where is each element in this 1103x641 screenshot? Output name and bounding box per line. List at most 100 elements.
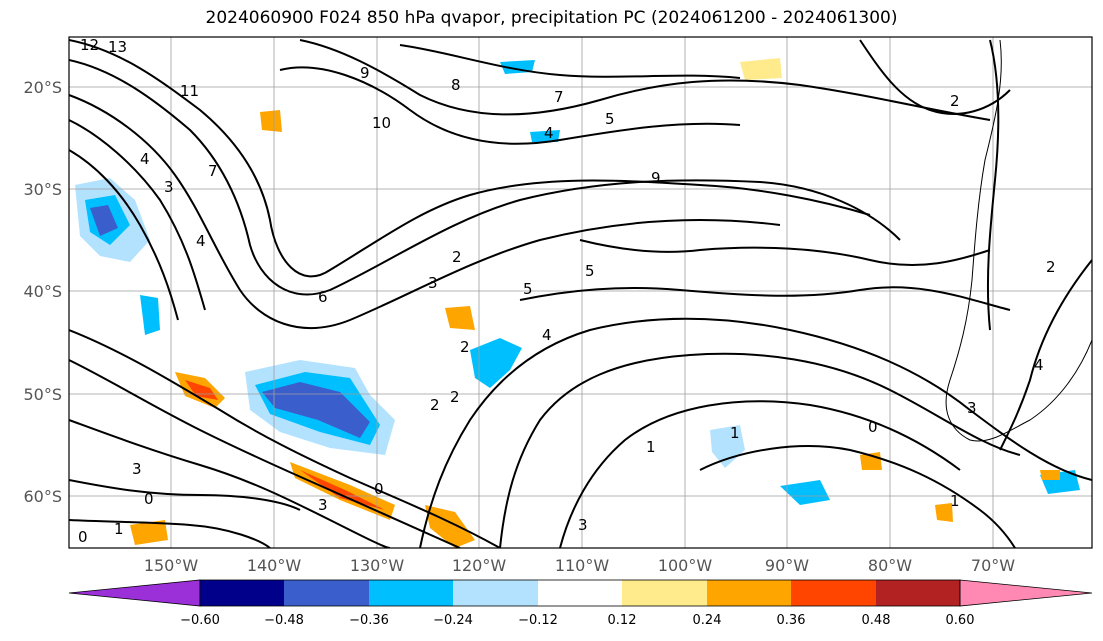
contour-line: [69, 94, 781, 329]
colorbar-segment: [284, 580, 369, 606]
contour-line: [69, 329, 501, 548]
contour-line: [69, 59, 901, 296]
contour-line: [559, 400, 961, 548]
contour-label: 1: [950, 492, 960, 510]
contour-line: [579, 239, 991, 266]
contour-line: [986, 39, 1000, 331]
contour-label: 2: [1046, 258, 1056, 276]
lon-tick-label: 100°W: [658, 556, 713, 575]
contour-label: 3: [967, 399, 977, 417]
lon-tick-label: 150°W: [144, 556, 199, 575]
contour-label: 9: [651, 169, 661, 187]
contour-line: [69, 149, 179, 321]
lat-tick-label: 50°S: [23, 385, 62, 404]
contour-line: [999, 259, 1092, 451]
map-background: [69, 37, 1092, 548]
colorbar-tick-label: −0.48: [264, 613, 304, 628]
colorbar-tick-label: 0.48: [862, 613, 891, 628]
precip-negative-area: [530, 130, 560, 142]
contour-label: 2: [430, 396, 440, 414]
contour-line: [399, 44, 741, 79]
precip-negative-area: [262, 382, 370, 438]
colorbar-tick-label: 0.24: [693, 613, 722, 628]
contour-label: 11: [180, 82, 199, 100]
precip-negative-area: [710, 425, 745, 468]
contour-line: [279, 66, 741, 145]
contour-line: [69, 119, 206, 311]
colorbar-tick-label: −0.12: [518, 613, 558, 628]
contour-label: 2: [460, 338, 470, 356]
contour-label: 1: [114, 520, 124, 538]
contour-line: [699, 445, 1016, 548]
contour-label: 7: [208, 162, 218, 180]
contour-line: [69, 419, 391, 548]
contour-label: 4: [1034, 356, 1044, 374]
lat-tick-label: 30°S: [23, 180, 62, 199]
contour-line: [69, 359, 461, 548]
contour-label: 5: [523, 280, 533, 298]
map-panel: 12 13 11 9 10 8 7 5 4 9 7 4 3 4 6 3 2 5 …: [69, 36, 1092, 548]
contour-label: 1: [646, 438, 656, 456]
colorbar-segment: [200, 580, 284, 606]
contour-label: 12: [80, 36, 99, 54]
precip-positive-area: [935, 503, 953, 522]
colorbar-extend-low: [68, 579, 201, 607]
contour-label: 4: [542, 326, 552, 344]
contour-label: 1: [730, 424, 740, 442]
colorbar-tick-label: −0.24: [433, 613, 473, 628]
contour-label: 0: [144, 490, 154, 508]
contour-line: [859, 39, 1011, 115]
colorbar-segment: [791, 580, 876, 606]
contour-line: [419, 317, 1092, 548]
precip-positive-area: [260, 110, 282, 132]
map-title: 2024060900 F024 850 hPa qvapor, precipit…: [205, 8, 898, 28]
contour-label: 2: [450, 388, 460, 406]
lat-tick-label: 40°S: [23, 282, 62, 301]
colorbar-segment: [369, 580, 453, 606]
coastline: [945, 39, 1092, 442]
precip-positive-area: [445, 306, 475, 330]
colorbar-segment: [538, 580, 622, 606]
contour-label: 4: [140, 150, 150, 168]
colorbar-extend-high: [959, 579, 1093, 607]
lat-tick-label: 20°S: [23, 78, 62, 97]
precip-positive-area: [300, 470, 385, 510]
contour-line: [499, 352, 1021, 548]
colorbar-tick-label: −0.60: [180, 613, 220, 628]
contour-label: 8: [451, 76, 461, 94]
contour-line: [299, 39, 991, 121]
precip-negative-area: [140, 295, 160, 335]
colorbar-segment: [622, 580, 707, 606]
colorbar: −0.60 −0.48 −0.36 −0.24 −0.12 0.12 0.24 …: [68, 579, 1093, 628]
contour-label: 5: [585, 262, 595, 280]
precip-negative-area: [470, 338, 522, 388]
contour-label: 0: [374, 480, 384, 498]
precip-positive-area: [1040, 470, 1060, 480]
colorbar-segment: [453, 580, 538, 606]
precipitation-shading: [75, 58, 1080, 548]
precip-negative-area: [90, 205, 118, 236]
colorbar-frame: [199, 579, 961, 607]
contour-label: 3: [318, 496, 328, 514]
lon-tick-label: 130°W: [350, 556, 405, 575]
colorbar-segment: [707, 580, 791, 606]
coastline-south-america: [945, 39, 1092, 442]
contour-line: [69, 39, 871, 278]
lon-tick-label: 140°W: [247, 556, 302, 575]
lat-axis: 20°S 30°S 40°S 50°S 60°S: [23, 78, 62, 506]
contour-label: 4: [544, 124, 554, 142]
precip-positive-area: [130, 520, 168, 545]
contour-labels: 12 13 11 9 10 8 7 5 4 9 7 4 3 4 6 3 2 5 …: [78, 36, 1056, 546]
precip-positive-area: [740, 58, 782, 80]
colorbar-tick-label: 0.12: [608, 613, 637, 628]
contour-label: 0: [868, 418, 878, 436]
lon-tick-label: 90°W: [765, 556, 809, 575]
contour-label: 5: [605, 110, 615, 128]
contour-line: [519, 286, 1011, 311]
colorbar-tick-label: 0.60: [946, 613, 975, 628]
lon-tick-label: 110°W: [555, 556, 610, 575]
contour-label: 3: [428, 274, 438, 292]
contour-label: 9: [360, 64, 370, 82]
contour-label: 7: [554, 88, 564, 106]
contour-line: [69, 479, 301, 511]
